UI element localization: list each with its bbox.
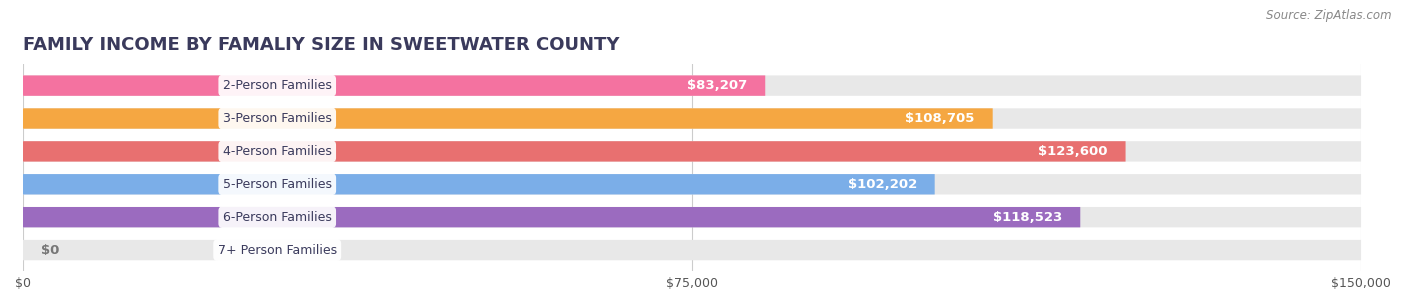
Text: $83,207: $83,207 [688,79,748,92]
Text: Source: ZipAtlas.com: Source: ZipAtlas.com [1267,9,1392,22]
Text: 4-Person Families: 4-Person Families [222,145,332,158]
Text: $123,600: $123,600 [1038,145,1108,158]
Text: 7+ Person Families: 7+ Person Families [218,244,337,257]
FancyBboxPatch shape [22,108,993,129]
Text: 3-Person Families: 3-Person Families [222,112,332,125]
FancyBboxPatch shape [22,174,1361,195]
FancyBboxPatch shape [22,75,1361,96]
Text: $102,202: $102,202 [848,178,917,191]
Text: $0: $0 [41,244,59,257]
Text: 5-Person Families: 5-Person Families [222,178,332,191]
FancyBboxPatch shape [22,207,1080,227]
FancyBboxPatch shape [22,108,1361,129]
FancyBboxPatch shape [22,75,765,96]
FancyBboxPatch shape [22,240,1361,260]
Text: 2-Person Families: 2-Person Families [222,79,332,92]
Text: $118,523: $118,523 [993,211,1063,224]
FancyBboxPatch shape [22,141,1126,162]
Text: 6-Person Families: 6-Person Families [222,211,332,224]
Text: $108,705: $108,705 [905,112,974,125]
FancyBboxPatch shape [22,174,935,195]
FancyBboxPatch shape [22,207,1361,227]
Text: FAMILY INCOME BY FAMALIY SIZE IN SWEETWATER COUNTY: FAMILY INCOME BY FAMALIY SIZE IN SWEETWA… [22,36,620,54]
FancyBboxPatch shape [22,141,1361,162]
